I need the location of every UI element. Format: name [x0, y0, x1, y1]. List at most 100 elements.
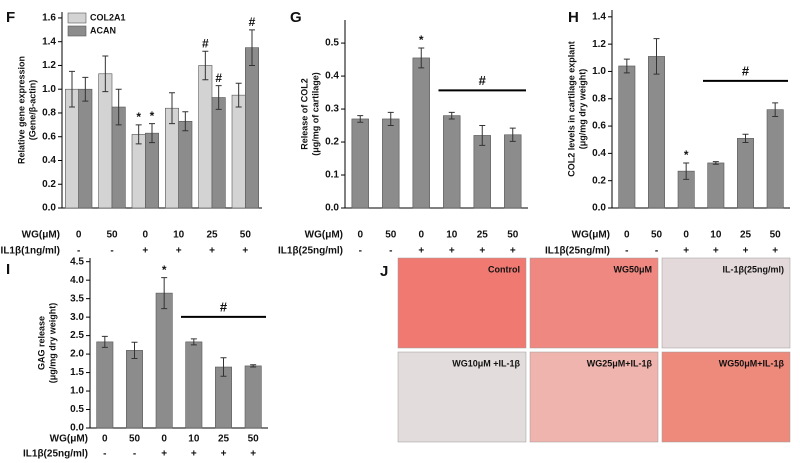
y-tick-label: 0.5: [70, 404, 84, 415]
x-tick-label: 50: [248, 434, 260, 445]
x-tick-label: 50: [651, 230, 663, 241]
row-label: WG(μM): [572, 230, 610, 241]
micrograph-label: WG10μM +IL-1β: [452, 358, 520, 368]
panel-label: F: [6, 9, 15, 26]
y-tick-label: 0.6: [592, 121, 606, 132]
bar: [98, 73, 113, 209]
x-tick-label: 10: [446, 230, 458, 241]
y-tick-label: 0.8: [42, 108, 56, 119]
x-tick-label: 25: [740, 230, 752, 241]
significance-label: #: [742, 63, 750, 78]
bar: [504, 134, 522, 209]
treatment-label: -: [655, 246, 658, 257]
y-tick-label: 4.5: [70, 256, 84, 267]
x-tick-label: 0: [143, 230, 149, 241]
bar: [473, 135, 491, 209]
x-tick-label: 0: [624, 230, 630, 241]
y-tick-label: 0.0: [42, 203, 56, 214]
error-bar: [653, 38, 660, 75]
bar: [145, 132, 159, 209]
error-bar: [169, 92, 175, 125]
x-tick-label: 25: [477, 230, 489, 241]
y-tick-label: 0.2: [592, 175, 606, 186]
legend-label: COL2A1: [90, 12, 126, 22]
y-axis-label: (μg/mg of cartilage): [310, 72, 320, 156]
legend-swatch: [67, 12, 87, 24]
error-bar: [135, 124, 142, 145]
y-axis-label: (μg/mg dry weight): [47, 303, 57, 384]
bar: [244, 365, 262, 429]
treatment-label: +: [209, 246, 215, 257]
y-tick-label: 0.4: [325, 71, 339, 82]
micrograph: [661, 257, 791, 349]
y-axis-label: Release of COL2: [299, 78, 309, 150]
error-bar: [115, 88, 122, 126]
micrograph: [529, 257, 659, 349]
treatment-label: -: [389, 246, 392, 257]
panel-label: H: [568, 9, 579, 26]
x-tick-label: 0: [76, 230, 82, 241]
treatment-label: +: [479, 246, 485, 257]
y-tick-label: 1.0: [70, 386, 84, 397]
y-tick-label: 0.4: [42, 155, 56, 166]
error-bar: [712, 161, 719, 165]
y-tick-label: 0.5: [325, 38, 339, 49]
bar: [231, 94, 246, 209]
y-axis-label: COL2 levels in cartilage explant: [566, 41, 576, 177]
bar: [96, 341, 114, 429]
y-tick-label: 0.3: [325, 104, 339, 115]
significance-label: #: [220, 299, 228, 314]
error-bar: [683, 162, 690, 180]
error-bar: [215, 85, 222, 110]
row-label: WG(μM): [50, 434, 88, 445]
error-bar: [249, 29, 255, 66]
treatment-label: +: [713, 246, 719, 257]
significance-marker: *: [136, 110, 141, 124]
significance-marker: *: [150, 109, 155, 123]
y-tick-label: 1.2: [42, 60, 56, 71]
treatment-label: -: [77, 246, 80, 257]
error-bar: [509, 127, 516, 142]
treatment-label: -: [625, 246, 628, 257]
y-tick-label: 2.0: [70, 349, 84, 360]
x-tick-label: 0: [102, 434, 108, 445]
legend-label: ACAN: [90, 25, 116, 35]
error-bar: [69, 70, 75, 108]
error-bar: [742, 133, 749, 143]
error-bar: [623, 58, 630, 74]
treatment-label: +: [221, 449, 227, 460]
bar: [126, 350, 143, 429]
treatment-label: -: [103, 449, 106, 460]
error-bar: [182, 111, 189, 132]
x-tick-label: 50: [770, 230, 782, 241]
y-tick-label: 1.5: [70, 367, 84, 378]
bar: [648, 56, 665, 209]
y-tick-label: 1.4: [592, 11, 606, 22]
bar: [351, 118, 369, 209]
panel-label: J: [380, 263, 388, 280]
bar: [185, 341, 203, 429]
error-bar: [102, 55, 109, 93]
micrograph-label: IL-1β(25ng/ml): [723, 264, 785, 274]
y-axis-label: GAG release: [36, 316, 46, 370]
bar: [766, 109, 784, 209]
error-bar: [772, 102, 779, 118]
bar: [131, 134, 146, 209]
treatment-label: -: [359, 246, 362, 257]
y-tick-label: 1.0: [592, 66, 606, 77]
significance-marker: *: [162, 263, 167, 277]
treatment-label: +: [176, 246, 182, 257]
y-tick-label: 0.1: [325, 170, 339, 181]
panel-label: G: [290, 9, 302, 26]
bar: [618, 65, 636, 209]
significance-label: #: [479, 73, 487, 88]
error-bar: [190, 338, 197, 346]
y-tick-label: 0.8: [592, 93, 606, 104]
error-bar: [131, 341, 138, 360]
treatment-label: +: [418, 246, 424, 257]
x-tick-label: 0: [357, 230, 363, 241]
y-tick-label: 4.0: [70, 275, 84, 286]
error-bar: [161, 277, 168, 310]
treatment-label: +: [772, 246, 778, 257]
treatment-label: +: [449, 246, 455, 257]
